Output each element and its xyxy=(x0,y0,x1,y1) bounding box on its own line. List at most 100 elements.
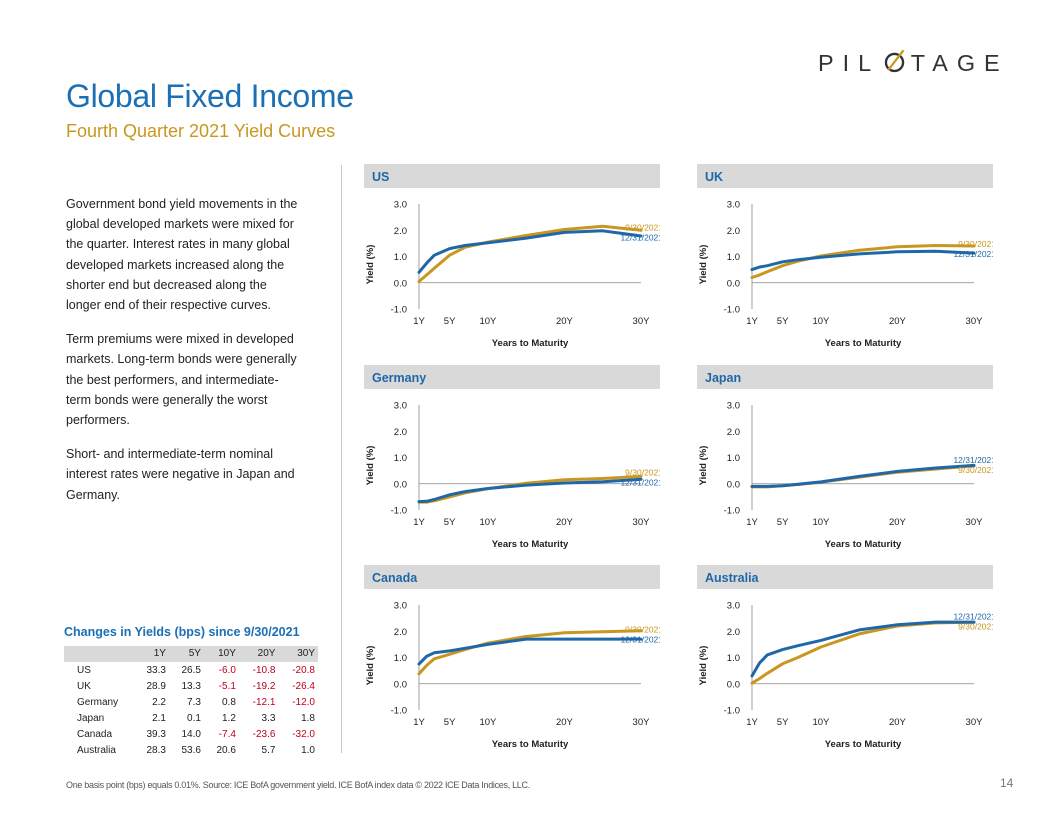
table-cell: -19.2 xyxy=(252,680,276,692)
panel-title: Canada xyxy=(372,571,418,585)
y-tick-label: -1.0 xyxy=(391,305,407,316)
table-cell: 0.1 xyxy=(187,712,201,724)
table-cell: 5.7 xyxy=(261,744,276,756)
table-header-cell: 20Y xyxy=(238,646,279,662)
y-axis-title: Yield (%) xyxy=(698,245,709,285)
panel-title: Germany xyxy=(372,371,426,385)
panel-header-bar xyxy=(697,164,993,188)
y-tick-label: 3.0 xyxy=(394,401,407,412)
y-tick-label: -1.0 xyxy=(391,706,407,717)
table-cell: 20.6 xyxy=(216,744,236,756)
y-axis-title: Yield (%) xyxy=(365,646,376,686)
y-tick-label: 1.0 xyxy=(727,653,740,664)
x-axis-title: Years to Maturity xyxy=(825,338,902,349)
x-tick-label: 10Y xyxy=(812,717,830,728)
y-axis-title: Yield (%) xyxy=(365,446,376,486)
series-line xyxy=(417,477,643,504)
series-line xyxy=(417,224,643,283)
y-tick-label: 0.0 xyxy=(394,479,407,490)
chart-uk: UK 3.0 2.0 1.0 0.0 -1.0 1Y 5Y 10Y 20Y 30Y Years to … xyxy=(697,164,993,360)
table-header-row: 1Y 5Y 10Y 20Y 30Y xyxy=(64,646,318,662)
series-line xyxy=(750,463,976,488)
table-cell: 14.0 xyxy=(181,728,201,740)
series-end-label: 12/31/2021 xyxy=(620,477,660,487)
series-end-label: 9/30/2021 xyxy=(958,622,993,632)
y-tick-label: 0.0 xyxy=(394,278,407,289)
series-end-label: 12/31/2021 xyxy=(953,612,993,622)
chart-australia: Australia 3.0 2.0 1.0 0.0 -1.0 1Y 5Y 10Y 20Y 30Y Ye… xyxy=(697,565,993,761)
table-cell: 39.3 xyxy=(146,728,166,740)
table-cell: 0.8 xyxy=(222,696,236,708)
table-cell: -23.6 xyxy=(252,728,276,740)
table-header-cell xyxy=(64,646,134,662)
table-row: US 33.3 26.5 -6.0 -10.8 -20.8 xyxy=(64,662,318,678)
panel-header-bar xyxy=(697,365,993,389)
table-cell: 53.6 xyxy=(181,744,201,756)
table-header-cell: 5Y xyxy=(168,646,204,662)
commentary-paragraph: Government bond yield movements in the g… xyxy=(66,197,298,313)
y-tick-label: 3.0 xyxy=(394,601,407,612)
x-axis-title: Years to Maturity xyxy=(492,739,569,750)
x-tick-label: 20Y xyxy=(556,316,574,327)
x-axis-title: Years to Maturity xyxy=(825,539,902,550)
x-tick-label: 30Y xyxy=(633,717,651,728)
x-tick-label: 10Y xyxy=(479,517,497,528)
commentary: Government bond yield movements in the g… xyxy=(66,194,302,519)
table-country-cell: US xyxy=(77,664,91,676)
footer-note: One basis point (bps) equals 0.01%. Sour… xyxy=(66,780,530,790)
x-axis-title: Years to Maturity xyxy=(825,739,902,750)
table-country-cell: Germany xyxy=(77,696,119,708)
chart-us: US 3.0 2.0 1.0 0.0 -1.0 1Y 5Y 10Y 20Y 30Y Years to … xyxy=(364,164,660,360)
table-cell: 1.8 xyxy=(301,712,315,724)
panel-header-bar xyxy=(697,565,993,589)
x-tick-label: 20Y xyxy=(556,517,574,528)
changes-table: 1Y 5Y 10Y 20Y 30Y US 33.3 26.5 -6.0 -10.8 -20… xyxy=(64,646,318,758)
table-cell: -20.8 xyxy=(292,664,315,676)
table-country-cell: UK xyxy=(77,680,91,692)
table-cell: -12.1 xyxy=(252,696,276,708)
x-tick-label: 5Y xyxy=(444,316,456,327)
x-tick-label: 10Y xyxy=(812,316,830,327)
series-line xyxy=(750,249,976,272)
series-line xyxy=(417,629,643,676)
y-tick-label: 0.0 xyxy=(394,679,407,690)
table-cell: 26.5 xyxy=(181,664,201,676)
y-tick-label: 1.0 xyxy=(394,252,407,263)
x-tick-label: 20Y xyxy=(889,517,907,528)
logo-wordmark: PIL TAGE xyxy=(818,49,1000,76)
x-tick-label: 1Y xyxy=(413,316,425,327)
y-tick-label: 2.0 xyxy=(394,627,407,638)
x-tick-label: 20Y xyxy=(889,316,907,327)
chart-japan: Japan 3.0 2.0 1.0 0.0 -1.0 1Y 5Y 10Y 20Y 30Y Years … xyxy=(697,365,993,561)
table-header-cell: 1Y xyxy=(134,646,169,662)
panel-title: Japan xyxy=(705,371,741,385)
series-line xyxy=(417,229,643,274)
y-tick-label: 0.0 xyxy=(727,278,740,289)
table-cell: -26.4 xyxy=(292,680,315,692)
y-tick-label: 2.0 xyxy=(394,427,407,438)
table-cell: 2.1 xyxy=(152,712,166,724)
chart-canada: Canada 3.0 2.0 1.0 0.0 -1.0 1Y 5Y 10Y 20Y 30Y Years… xyxy=(364,565,660,761)
y-tick-label: 2.0 xyxy=(394,226,407,237)
x-tick-label: 1Y xyxy=(746,717,758,728)
table-cell: 3.3 xyxy=(261,712,276,724)
table-cell: 2.2 xyxy=(152,696,166,708)
table-row: UK 28.9 13.3 -5.1 -19.2 -26.4 xyxy=(64,678,318,694)
panel-header-bar xyxy=(364,565,660,589)
page-title: Global Fixed Income xyxy=(66,78,354,114)
x-tick-label: 10Y xyxy=(812,517,830,528)
y-tick-label: -1.0 xyxy=(724,506,740,517)
x-tick-label: 1Y xyxy=(746,517,758,528)
x-tick-label: 5Y xyxy=(444,717,456,728)
x-axis-title: Years to Maturity xyxy=(492,539,569,550)
table-country-cell: Japan xyxy=(77,712,105,724)
x-tick-label: 5Y xyxy=(444,517,456,528)
table-row: Germany 2.2 7.3 0.8 -12.1 -12.0 xyxy=(64,694,318,710)
x-tick-label: 1Y xyxy=(413,717,425,728)
x-tick-label: 10Y xyxy=(479,316,497,327)
y-tick-label: 2.0 xyxy=(727,226,740,237)
y-axis-title: Yield (%) xyxy=(698,446,709,486)
panel-header-bar xyxy=(364,164,660,188)
table-cell: -6.0 xyxy=(218,664,236,676)
table-country-cell: Australia xyxy=(77,744,116,756)
